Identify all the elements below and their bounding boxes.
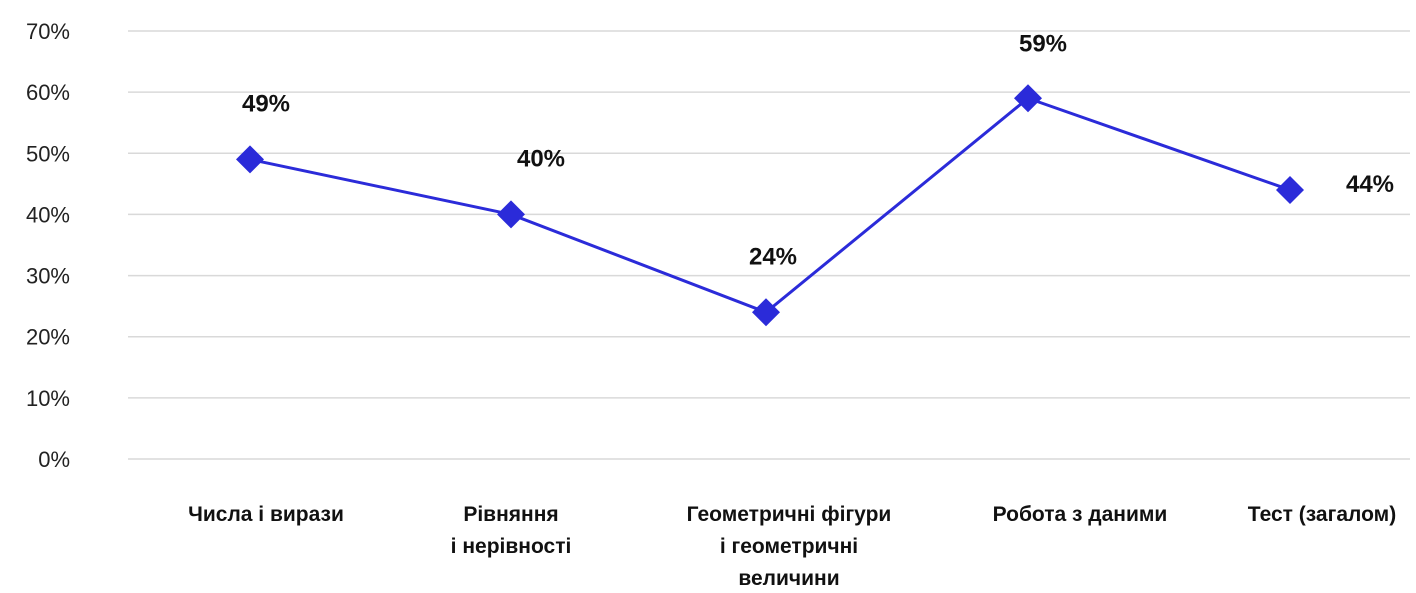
y-tick-label: 10% [26, 386, 70, 411]
data-labels: 49% 40% 24% 59% 44% [242, 30, 1394, 270]
x-tick-label: і нерівності [451, 535, 572, 558]
y-tick-label: 60% [26, 80, 70, 105]
series-line [249, 96, 1291, 314]
y-tick-label: 0% [38, 447, 70, 472]
y-axis-ticks: 0% 10% 20% 30% 40% 50% 60% 70% [26, 19, 70, 472]
x-tick-label: Числа і вирази [188, 503, 344, 526]
gridlines [128, 30, 1410, 460]
x-tick-label: Робота з даними [993, 503, 1168, 526]
y-tick-label: 50% [26, 141, 70, 166]
x-axis-ticks: Числа і вирази Рівняння і нерівності Геомет… [188, 503, 1396, 590]
data-point-marker [752, 298, 780, 327]
data-point-marker [1014, 84, 1042, 113]
data-point-marker [236, 145, 264, 174]
y-tick-label: 30% [26, 264, 70, 289]
data-label: 49% [242, 90, 290, 117]
x-tick-label: Рівняння [463, 503, 558, 526]
y-tick-label: 40% [26, 202, 70, 227]
data-label: 24% [749, 243, 797, 270]
data-label: 59% [1019, 30, 1067, 57]
data-label: 44% [1346, 171, 1394, 198]
x-tick-label: величини [738, 567, 839, 590]
y-tick-label: 70% [26, 19, 70, 44]
data-label: 40% [517, 145, 565, 172]
x-tick-label: Тест (загалом) [1248, 503, 1396, 526]
data-point-marker [497, 200, 525, 229]
data-point-marker [1276, 175, 1304, 204]
x-tick-label: Геометричні фігури [687, 503, 892, 526]
x-tick-label: і геометричні [720, 535, 858, 558]
series-group [236, 84, 1304, 327]
y-tick-label: 20% [26, 325, 70, 350]
